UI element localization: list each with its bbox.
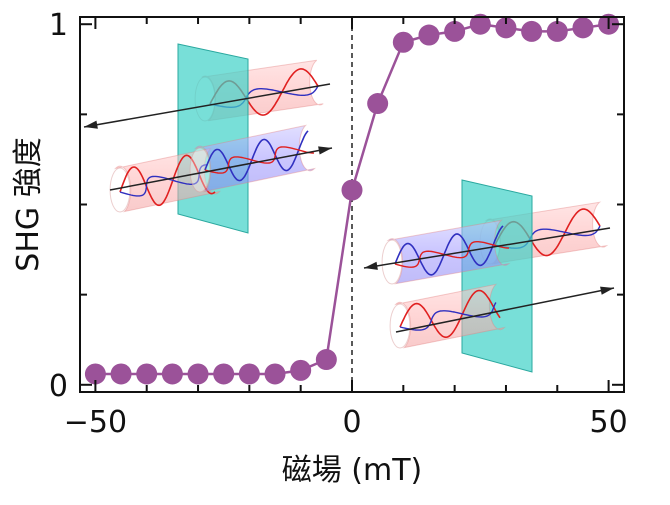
data-point <box>546 20 568 42</box>
wave-red <box>399 289 501 338</box>
data-point <box>161 363 183 385</box>
wave-red <box>394 225 504 276</box>
data-point <box>521 20 543 42</box>
data-point <box>213 363 235 385</box>
data-point <box>572 17 594 39</box>
data-point <box>392 31 414 53</box>
arrow-head <box>600 286 614 295</box>
x-tick-labels: −50 0 50 <box>64 405 628 440</box>
arrow-head <box>84 120 98 129</box>
arrow-head <box>364 261 378 270</box>
beam-axis <box>83 83 331 128</box>
data-point <box>367 93 389 115</box>
y-tick-label: 1 <box>49 8 68 43</box>
y-axis-label: SHG 強度 <box>11 137 46 271</box>
wave-blue <box>399 302 497 331</box>
data-point <box>315 349 337 371</box>
beam-tube-end <box>189 147 211 193</box>
data-point <box>495 17 517 39</box>
data-point <box>264 363 286 385</box>
y-tick-label: 0 <box>49 369 68 404</box>
wave-blue <box>394 241 510 268</box>
data-points <box>84 13 620 385</box>
data-point <box>444 20 466 42</box>
x-tick-label: −50 <box>64 405 127 440</box>
wave-blue <box>119 164 208 197</box>
wave-red <box>204 130 309 182</box>
x-axis-label: 磁場 (mT) <box>282 453 423 488</box>
data-point <box>290 359 312 381</box>
polarization-inset-upper-left <box>83 43 333 234</box>
data-point <box>110 363 132 385</box>
axis-ticks <box>80 17 624 392</box>
data-point <box>187 363 209 385</box>
data-point <box>238 363 260 385</box>
data-point <box>469 13 491 35</box>
sample-plate <box>177 43 249 234</box>
arrow-head <box>318 146 332 155</box>
sample-plate <box>461 179 533 373</box>
polarization-inset-lower-right <box>363 179 615 373</box>
beam-axis <box>109 147 333 191</box>
beam-axis <box>363 227 611 269</box>
data-point <box>341 179 363 201</box>
data-point <box>418 24 440 46</box>
y-tick-labels: 01 <box>49 8 68 404</box>
data-point <box>84 363 106 385</box>
beam-axis <box>395 287 615 333</box>
x-tick-label: 50 <box>590 405 628 440</box>
data-point <box>136 363 158 385</box>
x-tick-label: 0 <box>342 405 361 440</box>
